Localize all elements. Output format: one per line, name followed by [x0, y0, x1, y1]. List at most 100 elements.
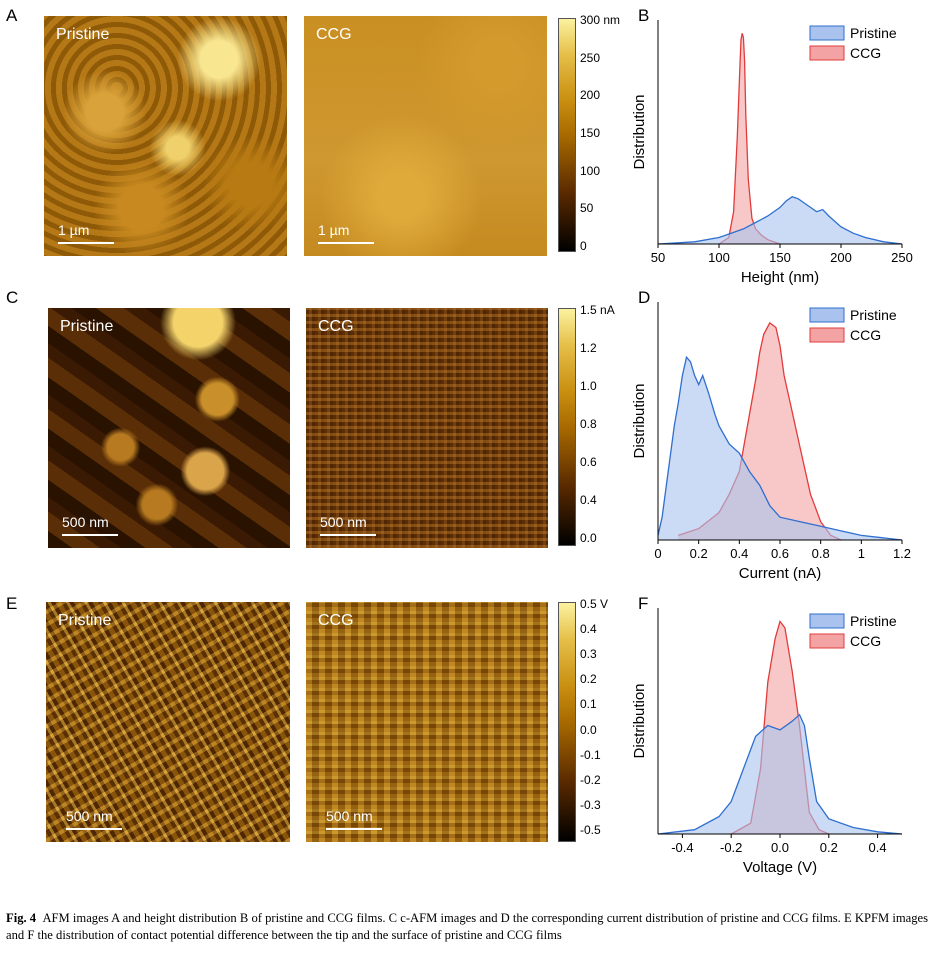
scale-bar-text: 500 nm	[62, 514, 109, 530]
colorbar-tick-label: 100	[580, 163, 601, 178]
series-area-ccg	[719, 33, 780, 244]
y-axis-label: Distribution	[631, 383, 648, 458]
cafm-label-ccg: CCG	[318, 318, 354, 335]
colorbar-tick-label: 0.8	[580, 417, 597, 431]
x-tick-label: 0.2	[820, 840, 838, 855]
x-tick-label: 50	[651, 250, 665, 265]
colorbar-voltage	[558, 602, 576, 842]
y-axis-label: Distribution	[631, 94, 648, 169]
series-area-pristine	[658, 196, 902, 244]
colorbar-tick-label: -0.1	[580, 747, 601, 762]
x-tick-label: 0.0	[771, 840, 789, 855]
colorbar-tick-label: 0.2	[580, 672, 597, 687]
x-tick-label: 250	[891, 250, 913, 265]
afm-label-pristine: Pristine	[56, 26, 110, 43]
colorbar-tick-label: 0.4	[580, 622, 597, 637]
legend-swatch-pristine	[809, 613, 845, 629]
x-tick-label: 0.8	[812, 546, 830, 561]
series-line-pristine	[657, 355, 903, 541]
colorbar-tick-label: 200	[580, 88, 601, 103]
series-area-ccg	[678, 322, 841, 540]
scale-bar-line	[318, 242, 374, 244]
scale-bar-text: 500 nm	[320, 514, 367, 530]
panel-letter-b: B	[638, 6, 650, 25]
series-line-pristine	[657, 195, 903, 245]
x-tick-label: 0.4	[730, 546, 748, 561]
current-distribution-chart: 0 0.2 0.4 0.6 0.8 1 1.2 Current (nA) Distributio…	[631, 302, 911, 582]
scale-bar: 500 nm	[62, 514, 118, 536]
kpfm-label-ccg: CCG	[318, 612, 354, 629]
caption-fig-label: Fig. 4	[6, 911, 37, 925]
legend-label-ccg: CCG	[850, 633, 881, 649]
colorbar-tick-label: 250	[580, 50, 601, 65]
scale-bar: 500 nm	[320, 514, 376, 536]
scale-bar: 500 nm	[326, 808, 382, 830]
scale-bar-line	[58, 242, 114, 244]
voltage-distribution-chart: -0.4 -0.2 0.0 0.2 0.4 Voltage (V) Distribution…	[631, 608, 903, 876]
colorbar-tick-label: 0.0	[580, 722, 597, 737]
colorbar-tick-label: 300 nm	[580, 13, 621, 27]
cafm-image-ccg: CCG 500 nm	[306, 308, 548, 548]
kpfm-image-pristine: Pristine 500 nm	[46, 602, 290, 842]
colorbar-current	[558, 308, 576, 546]
x-tick-label: -0.4	[671, 840, 693, 855]
x-axis-label: Voltage (V)	[743, 859, 817, 876]
scale-bar-text: 1 µm	[318, 222, 350, 238]
colorbar-tick-label: -0.5	[580, 823, 601, 837]
colorbar-tick-label: 0.4	[580, 493, 597, 507]
panel-letter-e: E	[6, 594, 18, 613]
kpfm-image-ccg: CCG 500 nm	[306, 602, 548, 842]
cafm-image-pristine: Pristine 500 nm	[48, 308, 290, 548]
colorbar-tick-label: 50	[580, 201, 594, 216]
panel-letter-d: D	[638, 288, 651, 307]
x-tick-label: 0	[654, 546, 661, 561]
x-axis-label: Current (nA)	[739, 565, 822, 582]
series-line-pristine	[657, 713, 903, 835]
legend-swatch-pristine	[809, 307, 845, 323]
legend-swatch-ccg	[809, 45, 845, 61]
x-tick-label: 200	[830, 250, 852, 265]
cafm-label-pristine: Pristine	[60, 318, 114, 335]
panel-letter-a: A	[6, 6, 18, 25]
legend-swatch-ccg	[809, 633, 845, 649]
panel-letter-f: F	[638, 594, 649, 613]
legend-swatch-pristine	[809, 25, 845, 41]
x-tick-label: 0.6	[771, 546, 789, 561]
x-tick-label: 100	[708, 250, 730, 265]
colorbar-tick-label: 0.5 V	[580, 597, 609, 611]
series-area-pristine	[658, 714, 902, 834]
x-tick-label: 0.4	[869, 840, 887, 855]
height-distribution-chart: 50 100 150 200 250 Height (nm) Distribution Pri…	[631, 20, 913, 286]
scale-bar: 500 nm	[66, 808, 122, 830]
panel-letter-c: C	[6, 288, 19, 307]
colorbar-height	[558, 18, 576, 252]
x-tick-label: -0.2	[720, 840, 742, 855]
scale-bar-line	[62, 534, 118, 536]
afm-image-ccg: CCG 1 µm	[304, 16, 547, 256]
colorbar-tick-label: 1.5 nA	[580, 303, 615, 317]
scale-bar-text: 500 nm	[66, 808, 113, 824]
colorbar-tick-label: 0.1	[580, 697, 597, 712]
legend-label-pristine: Pristine	[850, 613, 897, 629]
legend-label-ccg: CCG	[850, 327, 881, 343]
scale-bar: 1 µm	[318, 222, 374, 244]
colorbar-tick-label: 1.2	[580, 341, 597, 355]
x-tick-label: 1.2	[893, 546, 911, 561]
colorbar-tick-label: 0.0	[580, 531, 597, 545]
x-tick-label: 150	[769, 250, 791, 265]
kpfm-label-pristine: Pristine	[58, 612, 112, 629]
scale-bar-text: 1 µm	[58, 222, 90, 238]
legend-swatch-ccg	[809, 327, 845, 343]
legend-label-pristine: Pristine	[850, 25, 897, 41]
scale-bar-line	[326, 828, 382, 830]
afm-image-pristine: Pristine 1 µm	[44, 16, 287, 256]
colorbar-tick-label: 0	[580, 239, 587, 253]
colorbar-tick-label: 1.0	[580, 379, 597, 393]
x-tick-label: 1	[858, 546, 865, 561]
y-axis-label: Distribution	[631, 683, 648, 758]
colorbar-tick-label: -0.2	[580, 772, 601, 787]
colorbar-tick-label: 0.3	[580, 647, 597, 662]
legend-label-ccg: CCG	[850, 45, 881, 61]
x-tick-label: 0.2	[690, 546, 708, 561]
afm-label-ccg: CCG	[316, 26, 352, 43]
